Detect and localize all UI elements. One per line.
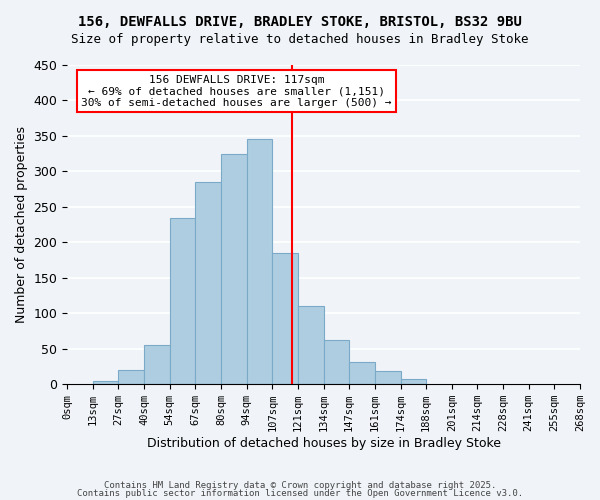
Bar	[196, 182, 221, 384]
Bar	[272, 253, 298, 384]
Bar	[93, 380, 118, 384]
Y-axis label: Number of detached properties: Number of detached properties	[15, 126, 28, 323]
Text: 156 DEWFALLS DRIVE: 117sqm
← 69% of detached houses are smaller (1,151)
30% of s: 156 DEWFALLS DRIVE: 117sqm ← 69% of deta…	[81, 74, 392, 108]
X-axis label: Distribution of detached houses by size in Bradley Stoke: Distribution of detached houses by size …	[146, 437, 500, 450]
Bar	[349, 362, 375, 384]
Text: Contains public sector information licensed under the Open Government Licence v3: Contains public sector information licen…	[77, 488, 523, 498]
Bar	[221, 154, 247, 384]
Text: Contains HM Land Registry data © Crown copyright and database right 2025.: Contains HM Land Registry data © Crown c…	[104, 481, 496, 490]
Bar	[375, 372, 401, 384]
Bar	[144, 345, 170, 384]
Bar	[118, 370, 144, 384]
Bar	[401, 378, 426, 384]
Bar	[247, 140, 272, 384]
Bar	[323, 340, 349, 384]
Bar	[298, 306, 323, 384]
Bar	[170, 218, 196, 384]
Text: Size of property relative to detached houses in Bradley Stoke: Size of property relative to detached ho…	[71, 32, 529, 46]
Text: 156, DEWFALLS DRIVE, BRADLEY STOKE, BRISTOL, BS32 9BU: 156, DEWFALLS DRIVE, BRADLEY STOKE, BRIS…	[78, 15, 522, 29]
